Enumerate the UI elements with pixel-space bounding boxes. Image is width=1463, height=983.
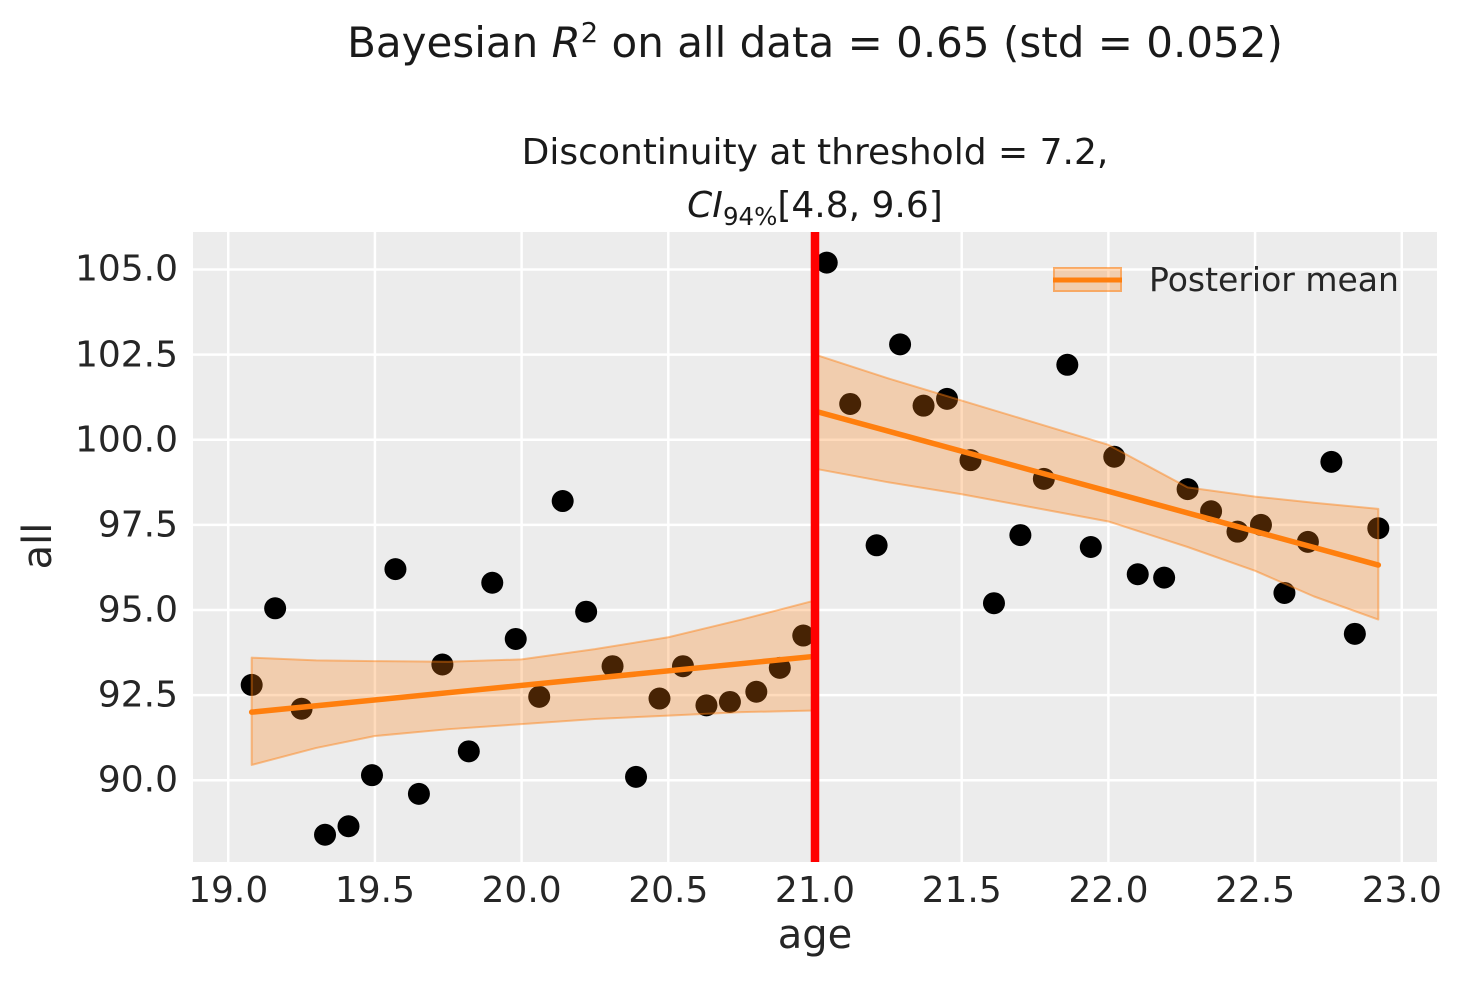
figure-title-prefix: Bayesian [347, 18, 552, 67]
scatter-point [481, 571, 504, 594]
scatter-point [1273, 581, 1296, 604]
x-tick-label: 21.0 [774, 870, 856, 911]
scatter-point [384, 558, 407, 581]
scatter-point [1176, 478, 1199, 501]
posterior-mean-line [812, 408, 1382, 568]
scatter-point [1343, 622, 1366, 645]
axes-subtitle-line2: CI94%[4.8, 9.6] [193, 179, 1437, 243]
scatter-point [695, 694, 718, 717]
y-tick-label: 97.5 [97, 504, 178, 546]
scatter-point [745, 680, 768, 703]
scatter-point [337, 815, 360, 838]
scatter-point [889, 333, 912, 356]
scatter-point [1367, 517, 1390, 540]
scatter-point [360, 764, 383, 787]
scatter-point [1320, 450, 1343, 473]
x-tick-label: 22.5 [1215, 870, 1296, 911]
axes-subtitle: Discontinuity at threshold = 7.2, CI94%[… [193, 126, 1437, 243]
scatter-point [865, 534, 888, 557]
scatter-point [314, 823, 337, 846]
axes-subtitle-line1: Discontinuity at threshold = 7.2, [521, 132, 1109, 173]
scatter-point [839, 392, 862, 415]
x-tick-label: 23.0 [1361, 870, 1442, 911]
ci-subscript: 94% [722, 202, 778, 232]
scatter-point [912, 394, 935, 417]
scatter-point [625, 765, 648, 788]
y-tick-label: 102.5 [74, 334, 178, 376]
y-tick-label: 90.0 [97, 759, 178, 801]
scatter-point [792, 624, 815, 647]
ci-var: CI [687, 185, 723, 226]
scatter-point [551, 490, 574, 513]
scatter-point [982, 592, 1005, 615]
y-tick-label: 95.0 [97, 589, 178, 631]
figure-title-superscript: 2 [580, 18, 599, 49]
scatter-point [504, 627, 527, 650]
y-tick-label: 100.0 [74, 419, 178, 461]
scatter-point [1056, 353, 1079, 376]
legend-line-swatch [1053, 277, 1122, 282]
x-tick-label: 20.0 [481, 870, 562, 911]
scatter-point [936, 387, 959, 410]
y-tick-label: 92.5 [97, 674, 178, 716]
scatter-point [1009, 524, 1032, 547]
scatter-point [264, 597, 287, 620]
legend: Posterior mean [1053, 260, 1399, 299]
plot-area: Posterior mean [193, 232, 1437, 862]
scatter-point [528, 685, 551, 708]
chart-canvas [193, 232, 1437, 862]
y-tick-label: 105.0 [74, 248, 178, 290]
figure-title-var: R [551, 18, 581, 67]
x-tick-label: 22.0 [1068, 870, 1149, 911]
scatter-point [1103, 445, 1126, 468]
figure-title: Bayesian R2 on all data = 0.65 (std = 0.… [193, 18, 1437, 67]
posterior-mean-line [248, 653, 818, 715]
legend-band-swatch [1053, 267, 1122, 292]
scatter-point [431, 653, 454, 676]
scatter-point [1126, 563, 1149, 586]
scatter-point [601, 655, 624, 678]
ci-interval: [4.8, 9.6] [777, 185, 943, 226]
scatter-point [240, 673, 263, 696]
scatter-point [718, 690, 741, 713]
scatter-point [648, 687, 671, 710]
scatter-point [457, 740, 480, 763]
x-tick-label: 19.5 [334, 870, 415, 911]
scatter-point [407, 782, 430, 805]
x-axis-label: age [777, 912, 853, 958]
scatter-point [1153, 566, 1176, 589]
scatter-point [575, 600, 598, 623]
x-tick-label: 20.5 [628, 870, 709, 911]
x-tick-label: 19.0 [188, 870, 269, 911]
legend-label: Posterior mean [1149, 260, 1399, 299]
scatter-point [1079, 536, 1102, 558]
figure-title-suffix: on all data = 0.65 (std = 0.052) [598, 18, 1283, 67]
x-tick-label: 21.5 [921, 870, 1002, 911]
scatter-point [815, 251, 838, 274]
